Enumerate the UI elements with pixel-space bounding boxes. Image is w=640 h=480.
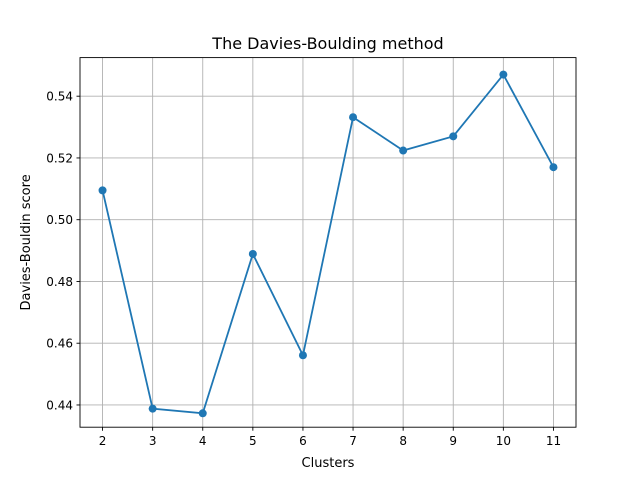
y-tick-label: 0.52 bbox=[46, 151, 73, 165]
data-point bbox=[248, 249, 257, 258]
x-tick-label: 2 bbox=[99, 434, 107, 448]
x-tick-label: 11 bbox=[546, 434, 561, 448]
data-point bbox=[499, 70, 508, 79]
x-axis-label: Clusters bbox=[302, 456, 355, 471]
x-tick-label: 9 bbox=[449, 434, 457, 448]
grid bbox=[80, 57, 576, 428]
data-point bbox=[399, 146, 408, 155]
x-tick-label: 3 bbox=[149, 434, 157, 448]
y-axis: 0.44 0.46 0.48 0.50 0.52 0.54 bbox=[46, 89, 80, 412]
y-tick-label: 0.50 bbox=[46, 213, 73, 227]
x-tick-label: 8 bbox=[399, 434, 407, 448]
x-tick-label: 5 bbox=[249, 434, 257, 448]
y-tick-label: 0.46 bbox=[46, 337, 73, 351]
data-point bbox=[298, 351, 307, 360]
data-point bbox=[449, 132, 458, 141]
plot-area-frame bbox=[79, 57, 577, 428]
data-point bbox=[98, 186, 107, 195]
series-line bbox=[101, 72, 555, 415]
data-point bbox=[198, 409, 207, 418]
chart-title: The Davies-Boulding method bbox=[211, 34, 443, 53]
data-point bbox=[148, 404, 157, 413]
x-tick-label: 7 bbox=[349, 434, 357, 448]
y-axis-label: Davies-Bouldin score bbox=[19, 174, 34, 310]
data-point bbox=[549, 163, 558, 172]
x-tick-label: 6 bbox=[299, 434, 307, 448]
y-tick-label: 0.54 bbox=[46, 89, 73, 103]
y-tick-label: 0.44 bbox=[46, 398, 73, 412]
x-axis: 2 3 4 5 6 7 8 9 10 11 bbox=[99, 427, 561, 448]
x-tick-label: 4 bbox=[199, 434, 207, 448]
series-layer bbox=[98, 70, 558, 418]
x-tick-label: 10 bbox=[496, 434, 511, 448]
data-point bbox=[349, 113, 358, 122]
y-tick-label: 0.48 bbox=[46, 275, 73, 289]
